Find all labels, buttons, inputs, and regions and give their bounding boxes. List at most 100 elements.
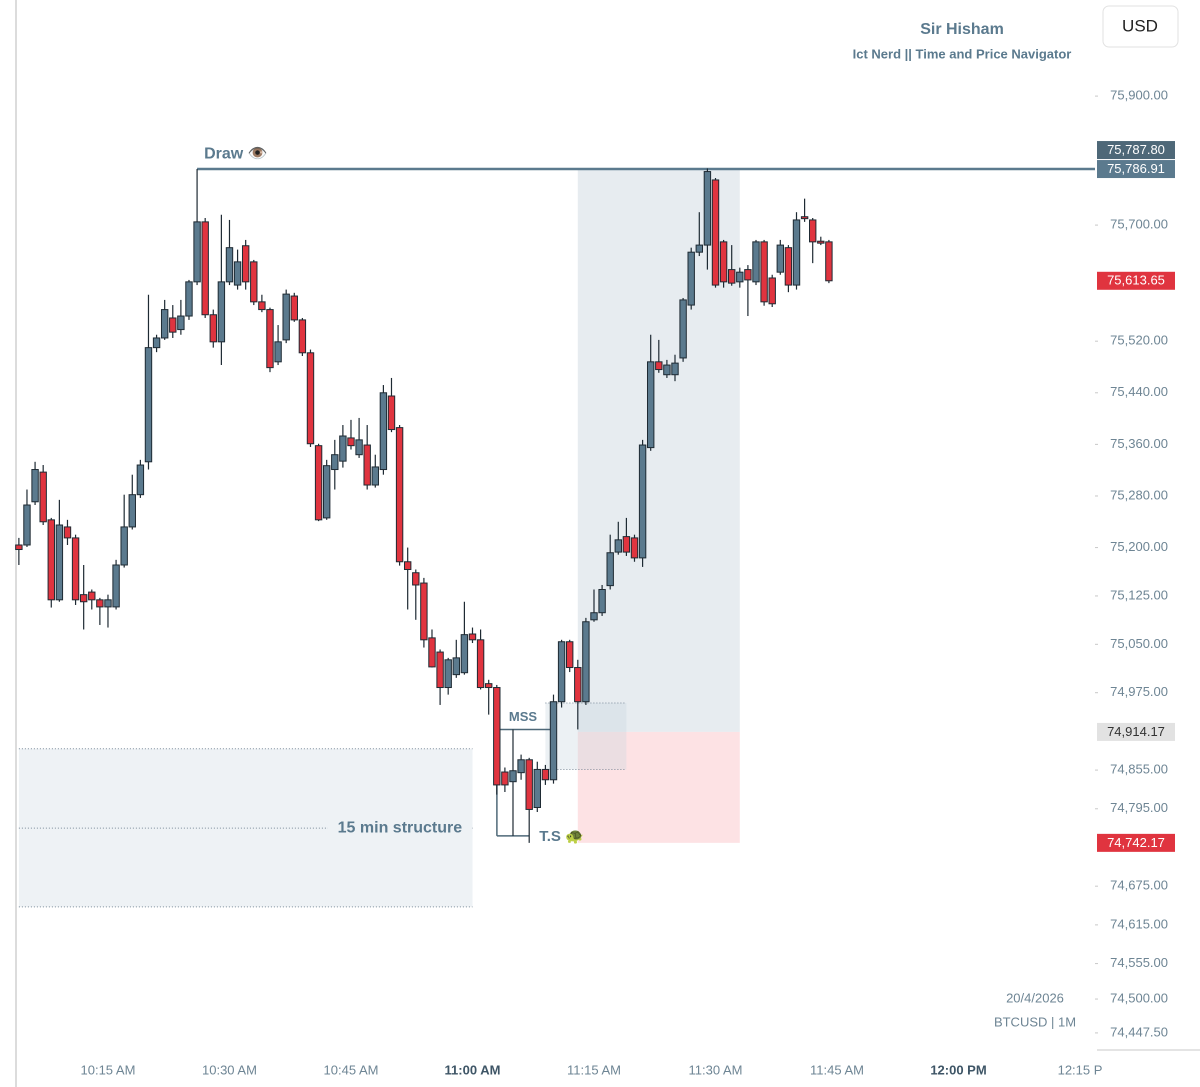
candle-body [79, 594, 88, 603]
candle-body [363, 444, 371, 486]
candle-body [128, 494, 136, 528]
candle-body [557, 641, 566, 703]
candle-body [663, 364, 671, 376]
chart-symbol: BTCUSD | 1M [994, 1014, 1076, 1029]
candle-body [800, 216, 809, 220]
y-tick-label: 75,900.00 [1110, 88, 1168, 103]
candle-body [55, 524, 64, 601]
candle-body [444, 659, 452, 689]
y-tick-label: 75,125.00 [1110, 587, 1168, 602]
candle-body [736, 271, 744, 283]
candle-body [169, 317, 177, 333]
candle-body [290, 295, 298, 321]
candle-body [15, 544, 23, 551]
draw-label: Draw 👁️ [204, 145, 268, 162]
candle-body [501, 771, 509, 786]
candle-body [687, 251, 695, 306]
candle-body [776, 244, 785, 273]
marker-label: MSS [509, 709, 537, 724]
candle-body [339, 435, 347, 462]
candle-body [646, 361, 655, 449]
candle-body [177, 315, 185, 331]
candle-body [298, 319, 307, 354]
candle-body [695, 244, 703, 253]
candle-body [817, 240, 825, 244]
y-tick-label: 74,855.00 [1110, 762, 1168, 777]
candle-body [590, 612, 598, 621]
y-tick-label: 75,700.00 [1110, 217, 1168, 232]
structure-label: 15 min structure [338, 819, 463, 836]
candle-body [112, 564, 120, 608]
y-tick-label: 74,975.00 [1110, 684, 1168, 699]
candle-body [144, 347, 153, 463]
price-label-bg [1097, 833, 1175, 852]
candle-body [233, 261, 242, 286]
currency-label[interactable]: USD [1122, 16, 1158, 35]
price-label: 75,613.65 [1107, 273, 1165, 288]
candle-body [622, 536, 631, 553]
candle-body [331, 454, 339, 471]
candle-body [493, 687, 501, 786]
candle-body [193, 221, 201, 283]
candle-body [379, 392, 388, 471]
candle-body [209, 314, 217, 343]
price-label-bg [1097, 271, 1175, 290]
imbalance-zone [545, 703, 627, 770]
chart-date: 20/4/2026 [1006, 990, 1064, 1005]
candle-body [436, 651, 444, 689]
candle-body [88, 591, 96, 601]
candle-body [517, 759, 525, 774]
candle-body [217, 281, 226, 343]
candle-body [282, 293, 290, 341]
candle-body [23, 504, 31, 546]
candle-body [322, 465, 331, 519]
x-tick-label: 12:15 P [1058, 1062, 1103, 1077]
candle-body [136, 464, 145, 496]
price-label: 75,786.91 [1107, 161, 1165, 176]
candle-body [825, 241, 833, 282]
price-label-bg [1097, 722, 1175, 741]
currency-button-bg[interactable] [1102, 5, 1179, 48]
candle-body [71, 537, 80, 601]
candle-body [355, 439, 363, 456]
candle-body [703, 171, 712, 246]
currency-button[interactable]: USD [1102, 5, 1179, 48]
structure-label-bg [327, 817, 472, 840]
candle-body [549, 701, 558, 781]
y-tick-label: 75,280.00 [1110, 487, 1168, 502]
candle-body [266, 309, 274, 369]
candle-body [768, 277, 776, 305]
y-tick-label: 74,795.00 [1110, 800, 1168, 815]
y-tick-label: 74,555.00 [1110, 955, 1168, 970]
candle-body [606, 552, 614, 587]
stop-zone [577, 731, 740, 843]
candle-body [104, 599, 112, 608]
author-title: Sir Hisham [920, 21, 1004, 38]
candle-body [711, 179, 720, 286]
candle-body [679, 299, 687, 359]
candle-body [719, 241, 728, 283]
x-tick-label: 11:30 AM [689, 1062, 743, 1077]
candle-body [541, 768, 550, 781]
candle-body [47, 519, 55, 601]
candle-body [582, 621, 590, 703]
candle-body [201, 221, 209, 316]
x-tick-label: 10:45 AM [324, 1062, 379, 1077]
y-tick-label: 74,447.50 [1110, 1024, 1168, 1039]
candle-body [403, 561, 412, 571]
candle-body [809, 219, 817, 243]
candle-body [574, 667, 582, 703]
y-tick-label: 75,200.00 [1110, 539, 1168, 554]
candle-body [274, 341, 282, 363]
candle-body [241, 245, 250, 283]
candle-body [412, 572, 420, 586]
author-subtitle: Ict Nerd || Time and Price Navigator [853, 46, 1072, 61]
plot-area: 15 min structure Draw 👁️ MSS T.S 🐢 [15, 145, 1095, 908]
candle-body [784, 247, 793, 286]
y-tick-label: 75,050.00 [1110, 636, 1168, 651]
candle-body [371, 466, 379, 486]
y-tick-label: 74,615.00 [1110, 916, 1168, 931]
candle-body [525, 759, 533, 810]
candle-body [484, 683, 493, 689]
